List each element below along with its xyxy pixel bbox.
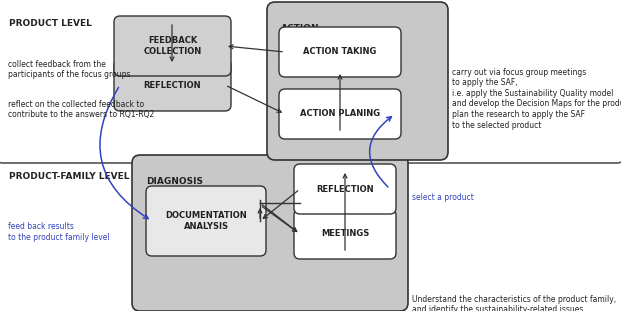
FancyBboxPatch shape	[114, 16, 231, 76]
Text: DIAGNOSIS: DIAGNOSIS	[146, 177, 203, 186]
Text: feed back results
to the product family level: feed back results to the product family …	[8, 222, 110, 242]
Text: reflect on the collected feedback to
contribute to the answers to RQ1-RQ2: reflect on the collected feedback to con…	[8, 100, 154, 119]
Text: Understand the characteristics of the product family,
and identify the sustainab: Understand the characteristics of the pr…	[412, 295, 616, 311]
Text: REFLECTION: REFLECTION	[316, 184, 374, 193]
Text: ACTION: ACTION	[281, 24, 320, 33]
FancyBboxPatch shape	[0, 0, 621, 163]
Text: PRODUCT LEVEL: PRODUCT LEVEL	[9, 19, 92, 28]
Text: ACTION TAKING: ACTION TAKING	[303, 48, 377, 57]
FancyBboxPatch shape	[294, 209, 396, 259]
FancyBboxPatch shape	[267, 2, 448, 160]
Text: MEETINGS: MEETINGS	[321, 230, 369, 239]
Text: REFLECTION: REFLECTION	[143, 81, 201, 90]
FancyBboxPatch shape	[294, 164, 396, 214]
FancyBboxPatch shape	[279, 89, 401, 139]
Text: carry out via focus group meetings
to apply the SAF,
i.e. apply the Sustainabili: carry out via focus group meetings to ap…	[452, 68, 621, 108]
FancyBboxPatch shape	[146, 186, 266, 256]
FancyBboxPatch shape	[0, 150, 621, 311]
Text: DOCUMENTATION
ANALYSIS: DOCUMENTATION ANALYSIS	[165, 211, 247, 231]
Text: FEEDBACK
COLLECTION: FEEDBACK COLLECTION	[143, 36, 202, 56]
FancyBboxPatch shape	[132, 155, 408, 311]
Text: collect feedback from the
participants of the focus groups: collect feedback from the participants o…	[8, 60, 130, 79]
Text: ACTION PLANING: ACTION PLANING	[300, 109, 380, 118]
Text: PRODUCT-FAMILY LEVEL: PRODUCT-FAMILY LEVEL	[9, 172, 130, 181]
FancyBboxPatch shape	[279, 27, 401, 77]
Text: select a product: select a product	[412, 193, 474, 202]
FancyBboxPatch shape	[114, 59, 231, 111]
Text: plan the research to apply the SAF
to the selected product: plan the research to apply the SAF to th…	[452, 110, 585, 130]
